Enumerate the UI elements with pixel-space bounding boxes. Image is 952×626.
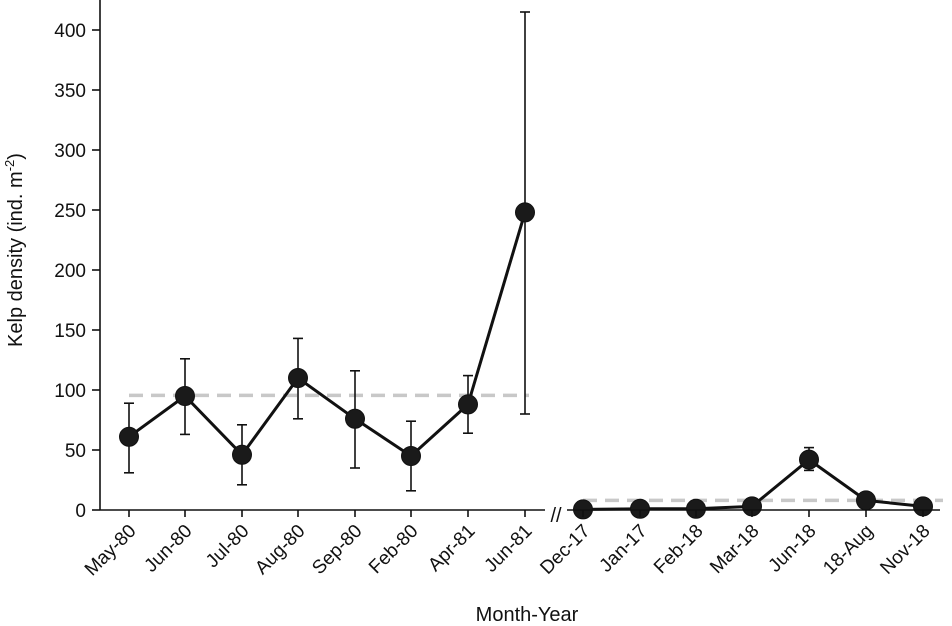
x-tick-label: May-80 xyxy=(81,521,141,581)
data-point xyxy=(515,202,535,223)
x-tick-label: Jun-80 xyxy=(141,521,197,577)
data-point xyxy=(288,368,308,388)
x-tick-label: Mar-18 xyxy=(706,521,763,578)
x-tick-label: Jan-17 xyxy=(596,521,652,577)
y-axis-ticks: 0 50 100 150 200 250 300 350 400 xyxy=(54,21,100,522)
data-point xyxy=(175,386,195,406)
y-axis-title-close: ) xyxy=(5,153,27,160)
x-tick-label: Jul-80 xyxy=(202,521,253,572)
data-point xyxy=(856,490,876,511)
y-axis-title-superscript: -2 xyxy=(2,160,17,172)
data-point xyxy=(630,498,650,519)
y-axis-title-main: Kelp density (ind. m xyxy=(5,171,27,347)
x-tick-label: Jun-81 xyxy=(481,521,537,577)
x-tick-label: Sep-80 xyxy=(308,521,366,579)
axis-break-mark: // xyxy=(550,505,562,527)
axes xyxy=(99,0,940,511)
data-point xyxy=(401,446,421,466)
x-tick-label: Apr-81 xyxy=(424,521,479,576)
data-point xyxy=(119,426,139,447)
x-tick-label: Feb-80 xyxy=(365,521,422,578)
y-tick-label: 250 xyxy=(54,201,86,222)
y-tick-label: 400 xyxy=(54,21,86,42)
series-line-1 xyxy=(128,211,527,458)
data-point xyxy=(232,444,252,465)
x-tick-label: Dec-17 xyxy=(536,521,594,579)
x-tick-label: Aug-80 xyxy=(251,521,309,579)
y-tick-label: 350 xyxy=(54,81,86,102)
y-axis-title: Kelp density (ind. m-2) xyxy=(2,153,27,347)
x-tick-label: Jun-18 xyxy=(765,521,821,577)
data-point xyxy=(458,394,478,415)
x-tick-label: 18-Aug xyxy=(819,521,877,579)
data-point xyxy=(686,498,706,519)
y-tick-label: 300 xyxy=(54,141,86,162)
y-tick-label: 200 xyxy=(54,261,86,282)
data-point xyxy=(799,449,819,470)
mean-lines xyxy=(129,393,943,503)
y-tick-label: 50 xyxy=(65,441,86,462)
x-tick-label: Feb-18 xyxy=(650,521,707,578)
x-tick-label: Nov-18 xyxy=(876,521,934,579)
y-tick-label: 0 xyxy=(75,501,86,522)
y-tick-label: 100 xyxy=(54,381,86,402)
error-bars xyxy=(124,11,928,510)
x-axis-title: Month-Year xyxy=(476,604,579,626)
y-tick-label: 150 xyxy=(54,321,86,342)
data-point xyxy=(345,408,365,429)
